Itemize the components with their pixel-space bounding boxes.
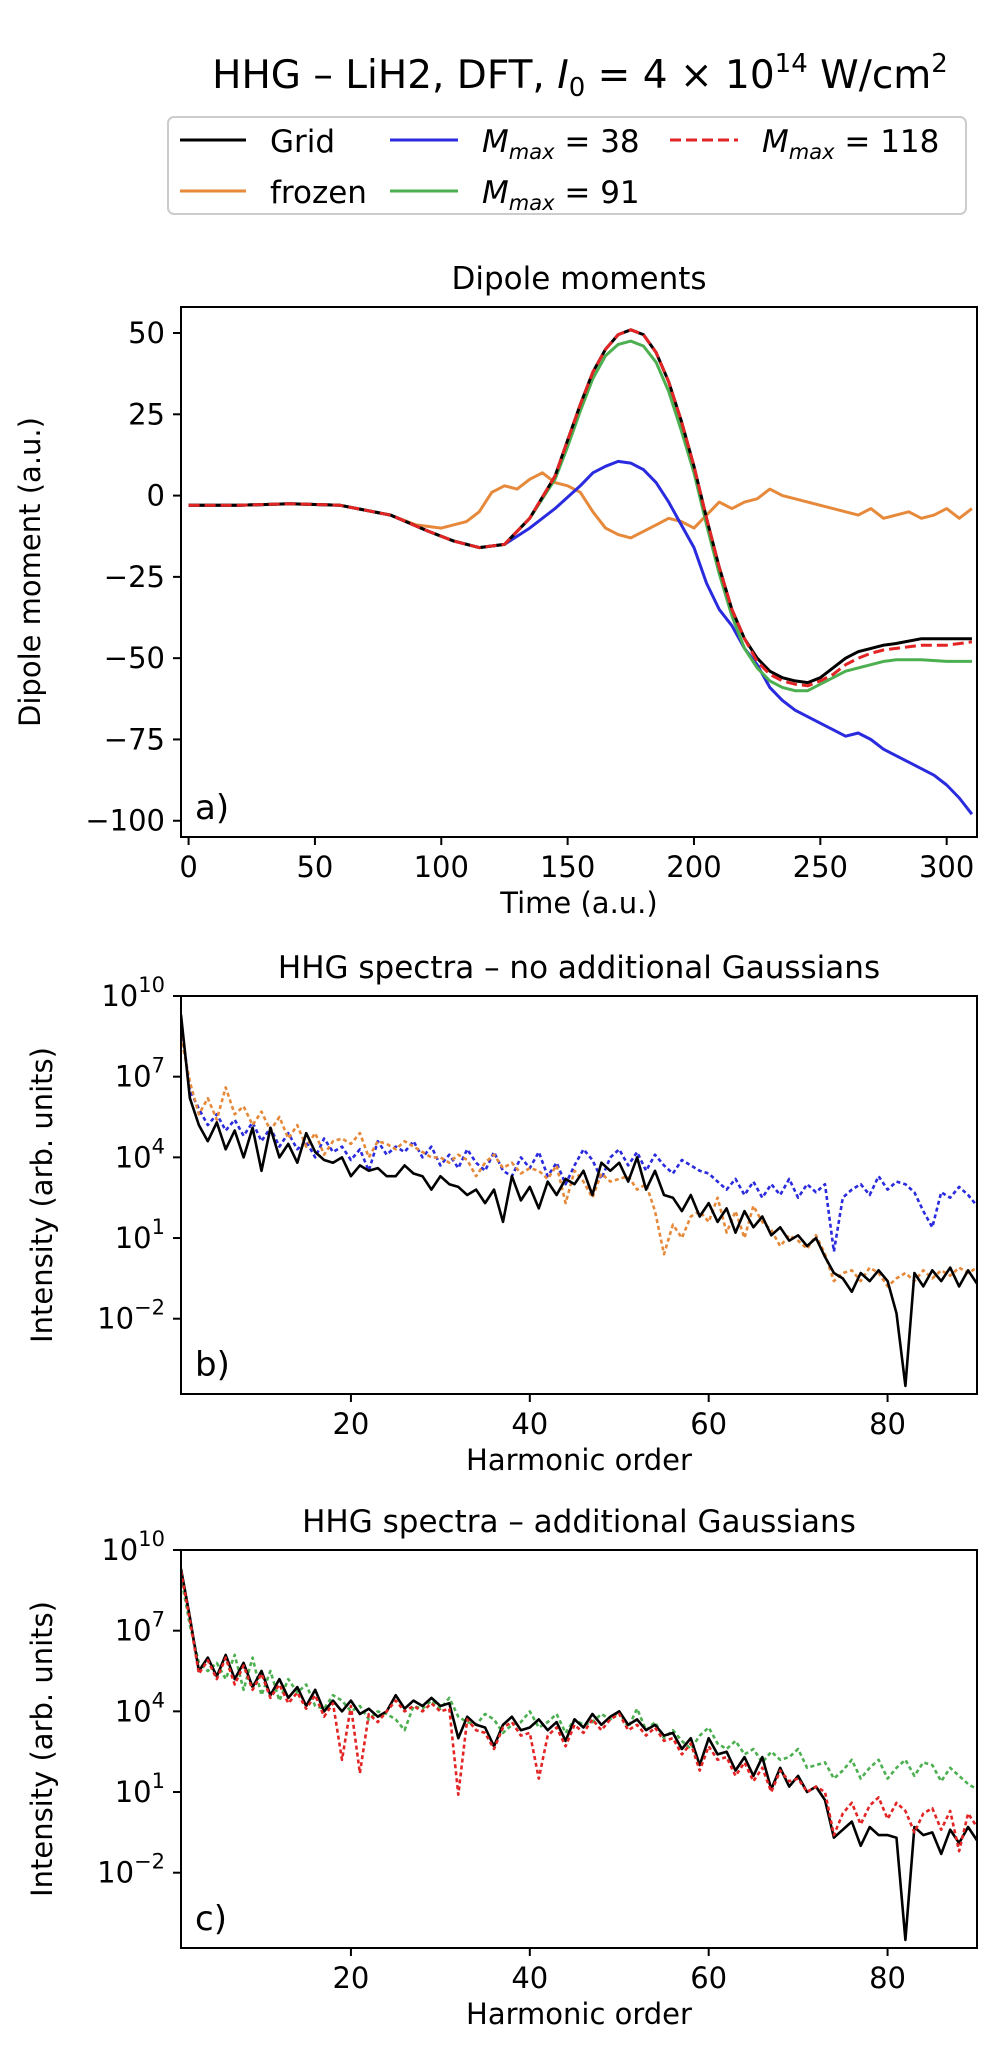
- panel-b-ytick-label-2: 10−2: [97, 1296, 165, 1336]
- panel-c-ytick-label-4: 104: [115, 1688, 165, 1728]
- panel-c-title: HHG spectra – additional Gaussians: [302, 1504, 856, 1540]
- legend-entry-grid: Grid: [180, 124, 335, 160]
- panel-b-line-grid: [181, 1014, 977, 1388]
- panel-a-title: Dipole moments: [451, 261, 706, 297]
- legend-frame: [167, 116, 967, 215]
- panel-a-ylabel: Dipole moment (a.u.): [13, 417, 47, 727]
- panel-a-line-m-max-91: [188, 339, 972, 693]
- panel-c-ytick-label-10: 1010: [101, 1527, 165, 1567]
- legend-entry-mmax-38: Mmax = 38: [390, 124, 640, 164]
- legend-entry-frozen: frozen: [180, 175, 367, 211]
- panel-c-series: [181, 1568, 977, 1942]
- panel-a-series: [188, 328, 974, 816]
- panel-a-line-grid: [188, 328, 972, 685]
- panel-c-ytick-label-2: 10−2: [97, 1850, 165, 1890]
- panel-b-label: b): [195, 1345, 230, 1385]
- panel-b-xtick-label-20: 20: [332, 1407, 369, 1441]
- panel-a-ytick-label-50: 50: [128, 316, 165, 350]
- panel-a-xtick-label-0: 0: [179, 850, 197, 884]
- panel-b-line-m-max-38: [181, 1022, 977, 1253]
- panel-b-line-frozen: [181, 1036, 977, 1288]
- panel-c-line-m-max-118: [181, 1571, 977, 1853]
- panel-c-xtick-label-20: 20: [332, 1961, 369, 1995]
- legend-label-mmax-91: Mmax = 91: [482, 175, 640, 215]
- panel-a-ytick-label-75: −75: [104, 722, 165, 756]
- legend-label-mmax-38: Mmax = 38: [482, 124, 640, 164]
- panel-b-xtick-label-80: 80: [869, 1407, 906, 1441]
- panel-a-line-frozen: [188, 471, 973, 540]
- panel-c-ytick-label-1: 101: [115, 1769, 165, 1809]
- panel-c-frame: [180, 1549, 978, 1949]
- panel-a-xtick-label-250: 250: [793, 850, 848, 884]
- panel-b-frame: [180, 995, 978, 1395]
- panel-a-line-m-max-118: [188, 328, 973, 688]
- legend-label-frozen: frozen: [270, 175, 367, 211]
- panel-a-ytick-label-0: 0: [147, 479, 165, 513]
- panel-c-label: c): [195, 1899, 227, 1939]
- panel-c-xlabel: Harmonic order: [466, 1997, 692, 2031]
- panel-a-frame: [180, 306, 978, 838]
- panel-c-xtick-label-60: 60: [690, 1961, 727, 1995]
- panel-a-ytick-label-25: −25: [104, 560, 165, 594]
- panel-a-xtick-label-50: 50: [296, 850, 333, 884]
- panel-hhg-additional-gaussians: HHG spectra – additional Gaussians 20 40 60…: [25, 1504, 978, 2031]
- panel-a-xtick-label-300: 300: [919, 850, 974, 884]
- panel-hhg-no-additional-gaussians: HHG spectra – no additional Gaussians 20 4…: [25, 950, 978, 1477]
- panel-c-line-grid: [181, 1568, 977, 1942]
- panel-a-ytick-label-50: −50: [104, 641, 165, 675]
- panel-c-xtick-label-80: 80: [869, 1961, 906, 1995]
- figure-title: HHG – LiH2, DFT, I0 = 4 × 1014 W/cm2: [212, 49, 948, 103]
- panel-b-xlabel: Harmonic order: [466, 1443, 692, 1477]
- panel-b-ytick-label-10: 1010: [101, 973, 165, 1013]
- panel-c-xtick-label-40: 40: [511, 1961, 548, 1995]
- panel-b-series: [181, 1014, 977, 1388]
- panel-a-label: a): [195, 788, 229, 828]
- legend-entry-mmax-118: Mmax = 118: [670, 124, 939, 164]
- panel-a-xtick-label-150: 150: [540, 850, 595, 884]
- panel-b-xtick-label-40: 40: [511, 1407, 548, 1441]
- panel-c-ytick-label-7: 107: [115, 1608, 165, 1648]
- panel-c-ylabel: Intensity (arb. units): [25, 1601, 59, 1897]
- legend-label-grid: Grid: [270, 124, 335, 160]
- panel-a-ytick-label-25: 25: [128, 397, 165, 431]
- panel-a-xtick-label-200: 200: [666, 850, 721, 884]
- panel-a-xtick-label-100: 100: [414, 850, 469, 884]
- panel-b-xtick-label-60: 60: [690, 1407, 727, 1441]
- panel-b-ytick-label-7: 107: [115, 1054, 165, 1094]
- panel-a-xlabel: Time (a.u.): [499, 886, 657, 920]
- panel-a-ytick-label-100: −100: [85, 804, 165, 838]
- panel-b-ytick-label-1: 101: [115, 1215, 165, 1255]
- legend-entry-mmax-91: Mmax = 91: [390, 175, 640, 215]
- legend: Grid frozen Mmax = 38 Mmax = 91 Mmax = 1…: [167, 116, 967, 215]
- panel-c-line-m-max-91: [181, 1576, 977, 1791]
- panel-b-title: HHG spectra – no additional Gaussians: [278, 950, 880, 986]
- legend-label-mmax-118: Mmax = 118: [762, 124, 939, 164]
- panel-b-ylabel: Intensity (arb. units): [25, 1047, 59, 1343]
- panel-b-ytick-label-4: 104: [115, 1134, 165, 1174]
